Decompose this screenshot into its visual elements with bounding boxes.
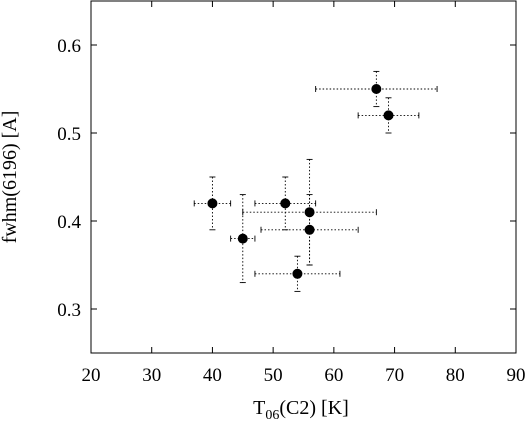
x-tick-label: 70: [385, 365, 404, 386]
x-axis-ticks: 20 30 40 50 60 70 80 90: [82, 1, 526, 386]
x-axis-title-subscript: 06: [265, 408, 279, 422]
data-point: [371, 84, 382, 94]
x-tick-label: 30: [142, 365, 161, 386]
y-tick-label: 0.3: [57, 300, 81, 321]
data-point: [292, 268, 303, 279]
x-axis-title-main: T: [253, 397, 265, 419]
y-tick-label: 0.4: [57, 212, 81, 233]
data-point: [383, 110, 394, 121]
x-tick-label: 50: [264, 365, 283, 386]
data-point: [207, 198, 218, 209]
x-axis-title-rest: (C2) [K]: [279, 397, 348, 419]
x-tick-label: 80: [446, 365, 465, 386]
y-tick-label: 0.6: [57, 36, 81, 57]
error-bars: [193, 70, 438, 292]
data-points: [207, 84, 394, 279]
y-tick-label: 0.5: [57, 124, 81, 145]
data-point: [280, 198, 291, 209]
data-point: [304, 207, 315, 218]
x-axis-title: T06(C2) [K]: [253, 397, 349, 422]
data-point: [237, 233, 248, 244]
plot-frame: [90, 0, 517, 354]
x-tick-label: 90: [507, 365, 526, 386]
y-axis-title: fwhm(6196) [A]: [0, 111, 21, 244]
x-tick-label: 40: [203, 365, 222, 386]
x-tick-label: 20: [82, 365, 101, 386]
y-axis-ticks: 0.3 0.4 0.5 0.6: [57, 36, 516, 321]
data-point: [304, 224, 315, 235]
x-tick-label: 60: [324, 365, 343, 386]
